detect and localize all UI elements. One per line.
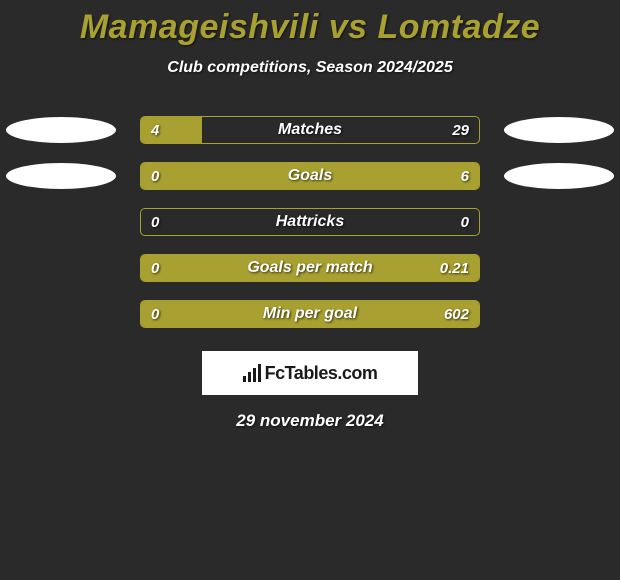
logo-text: FcTables.com (265, 363, 378, 384)
stat-row: 0602Min per goal (0, 291, 620, 337)
stat-row: 00Hattricks (0, 199, 620, 245)
source-logo[interactable]: FcTables.com (202, 351, 418, 395)
stat-bar: 06Goals (140, 162, 480, 190)
stat-label: Min per goal (141, 301, 479, 327)
stat-bar: 0602Min per goal (140, 300, 480, 328)
stat-label: Goals per match (141, 255, 479, 281)
stat-row: 429Matches (0, 107, 620, 153)
player-badge-right (504, 163, 614, 189)
stat-bar: 429Matches (140, 116, 480, 144)
stat-label: Goals (141, 163, 479, 189)
player-badge-right (504, 117, 614, 143)
bars-icon (243, 364, 261, 382)
stat-label: Hattricks (141, 209, 479, 235)
stat-bar: 00.21Goals per match (140, 254, 480, 282)
player-badge-left (6, 163, 116, 189)
snapshot-date: 29 november 2024 (0, 411, 620, 431)
stat-label: Matches (141, 117, 479, 143)
stat-row: 00.21Goals per match (0, 245, 620, 291)
stat-row: 06Goals (0, 153, 620, 199)
stat-bar: 00Hattricks (140, 208, 480, 236)
subtitle: Club competitions, Season 2024/2025 (0, 59, 620, 77)
stat-rows: 429Matches 06Goals 00Hattricks 00.21Goals p… (0, 107, 620, 337)
comparison-widget: Mamageishvili vs Lomtadze Club competiti… (0, 0, 620, 431)
player-badge-left (6, 117, 116, 143)
page-title: Mamageishvili vs Lomtadze (0, 8, 620, 47)
